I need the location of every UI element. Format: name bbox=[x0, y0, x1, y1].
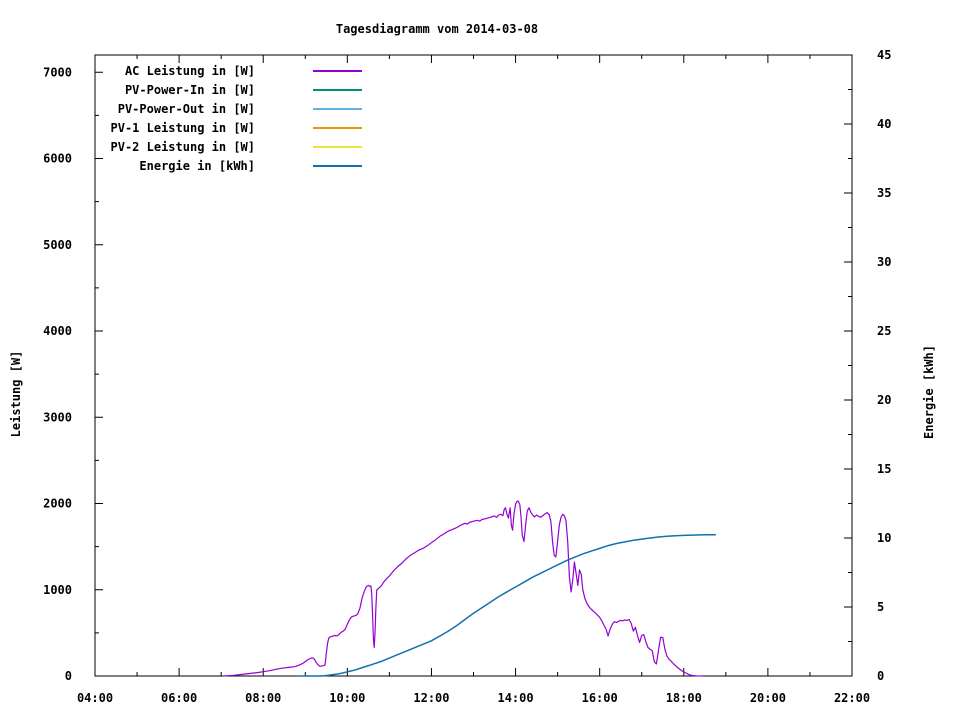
x-tick-label: 16:00 bbox=[582, 691, 618, 705]
left-tick-label: 1000 bbox=[43, 583, 72, 597]
legend-label: AC Leistung in [W] bbox=[125, 64, 255, 78]
right-tick-label: 30 bbox=[877, 255, 891, 269]
legend-label: PV-Power-In in [W] bbox=[125, 83, 255, 97]
x-tick-label: 04:00 bbox=[77, 691, 113, 705]
right-tick-label: 15 bbox=[877, 462, 891, 476]
right-tick-label: 0 bbox=[877, 669, 884, 683]
plot-frame: 04:00 06:00 08:00 10:00 12:00 14:00 16:00 18:00… bbox=[43, 48, 891, 705]
left-tick-label: 0 bbox=[65, 669, 72, 683]
series-lines bbox=[222, 500, 717, 677]
x-tick-label: 06:00 bbox=[161, 691, 197, 705]
x-tick-label: 08:00 bbox=[245, 691, 281, 705]
right-tick-label: 35 bbox=[877, 186, 891, 200]
left-axis-label: Leistung [W] bbox=[9, 351, 23, 438]
left-tick-label: 2000 bbox=[43, 497, 72, 511]
left-tick-label: 6000 bbox=[43, 152, 72, 166]
legend-label: PV-Power-Out in [W] bbox=[118, 102, 255, 116]
left-tick-label: 4000 bbox=[43, 324, 72, 338]
legend: AC Leistung in [W] PV-Power-In in [W] PV-P… bbox=[111, 64, 362, 173]
x-tick-label: 12:00 bbox=[413, 691, 449, 705]
right-tick-label: 10 bbox=[877, 531, 891, 545]
right-tick-label: 20 bbox=[877, 393, 891, 407]
legend-label: PV-2 Leistung in [W] bbox=[111, 140, 256, 154]
x-tick-label: 18:00 bbox=[666, 691, 702, 705]
series-line-ac-leistung-in-w- bbox=[222, 500, 704, 677]
left-tick-label: 7000 bbox=[43, 65, 72, 79]
legend-label: Energie in [kWh] bbox=[139, 159, 255, 173]
left-tick-label: 3000 bbox=[43, 410, 72, 424]
chart-title: Tagesdiagramm vom 2014-03-08 bbox=[336, 22, 538, 36]
x-tick-label: 14:00 bbox=[497, 691, 533, 705]
right-axis-label: Energie [kWh] bbox=[922, 345, 936, 439]
right-tick-label: 40 bbox=[877, 117, 891, 131]
x-tick-label: 22:00 bbox=[834, 691, 870, 705]
right-tick-label: 25 bbox=[877, 324, 891, 338]
right-tick-label: 45 bbox=[877, 48, 891, 62]
legend-label: PV-1 Leistung in [W] bbox=[111, 121, 256, 135]
x-tick-label: 20:00 bbox=[750, 691, 786, 705]
left-tick-label: 5000 bbox=[43, 238, 72, 252]
series-line-energie-in-kwh- bbox=[296, 533, 717, 677]
x-tick-label: 10:00 bbox=[329, 691, 365, 705]
right-tick-label: 5 bbox=[877, 600, 884, 614]
